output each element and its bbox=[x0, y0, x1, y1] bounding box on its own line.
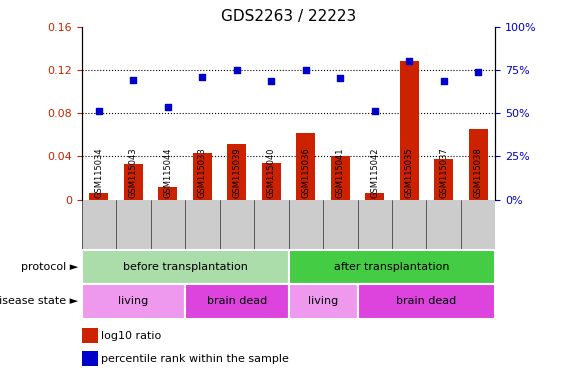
Text: percentile rank within the sample: percentile rank within the sample bbox=[101, 354, 289, 364]
Bar bbox=[289, 250, 495, 284]
Point bbox=[439, 78, 448, 84]
Text: log10 ratio: log10 ratio bbox=[101, 331, 162, 341]
Bar bbox=[262, 163, 281, 200]
Bar bbox=[158, 187, 177, 200]
Bar bbox=[82, 284, 185, 319]
Bar bbox=[193, 153, 212, 200]
Point bbox=[370, 108, 379, 114]
Bar bbox=[365, 193, 384, 200]
Text: protocol ►: protocol ► bbox=[21, 262, 78, 272]
Bar bbox=[185, 284, 288, 319]
Bar bbox=[296, 133, 315, 200]
Bar bbox=[331, 157, 350, 200]
Bar bbox=[90, 193, 108, 200]
Point bbox=[95, 108, 104, 114]
Text: disease state ►: disease state ► bbox=[0, 296, 78, 306]
Text: living: living bbox=[118, 296, 149, 306]
Bar bbox=[82, 328, 98, 343]
Bar bbox=[358, 284, 495, 319]
Point bbox=[129, 77, 138, 83]
Point bbox=[473, 69, 482, 75]
Text: living: living bbox=[308, 296, 338, 306]
Bar bbox=[82, 351, 98, 366]
Point bbox=[336, 74, 345, 81]
Bar bbox=[124, 164, 143, 200]
Text: before transplantation: before transplantation bbox=[123, 262, 248, 272]
Text: brain dead: brain dead bbox=[207, 296, 267, 306]
Bar bbox=[400, 61, 419, 200]
Point bbox=[267, 78, 276, 84]
Title: GDS2263 / 22223: GDS2263 / 22223 bbox=[221, 9, 356, 24]
Bar bbox=[82, 250, 289, 284]
Bar bbox=[289, 284, 358, 319]
Point bbox=[198, 73, 207, 79]
Bar bbox=[434, 159, 453, 200]
Bar bbox=[227, 144, 246, 200]
Point bbox=[405, 58, 414, 65]
Point bbox=[233, 67, 242, 73]
Point bbox=[301, 67, 310, 73]
Point bbox=[163, 104, 172, 110]
Text: brain dead: brain dead bbox=[396, 296, 457, 306]
Text: after transplantation: after transplantation bbox=[334, 262, 450, 272]
Bar bbox=[469, 129, 488, 200]
